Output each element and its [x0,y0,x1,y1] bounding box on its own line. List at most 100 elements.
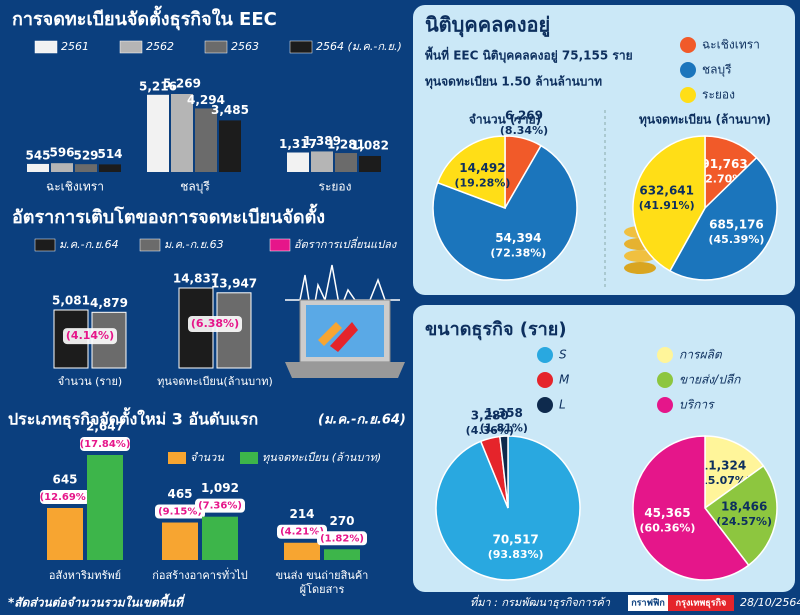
legend-swatch [204,40,228,54]
share-label: (45.39%) [709,233,765,246]
share-label: (15.07%) [695,474,751,487]
share-label: (1.82%) [320,533,364,544]
category-label: ก่อสร้างอาคารทั่วไป [152,567,248,582]
legend-swatch [139,238,161,252]
bar [51,163,73,172]
value-label: 4,879 [90,296,128,310]
value-label: 191,763 [693,157,748,171]
badge [668,595,734,611]
bar [324,549,360,560]
change-label: (6.38%) [191,317,239,330]
section-title: ขนาดธุรกิจ (ราย) [425,319,567,341]
value-label: 3,280 [471,408,509,422]
share-label: (9.15%) [158,507,202,518]
share-label: (1.81%) [480,422,528,435]
pie-slice [668,156,778,281]
pie-slice [436,135,506,210]
value-label: 1,092 [201,481,239,495]
share-box [277,524,327,539]
share-box [155,504,205,519]
value-label: 1,281 [327,138,365,152]
value-label: 14,492 [459,161,505,175]
value-label: 3,485 [211,103,249,117]
share-box [80,437,130,451]
share-label: (19.28%) [455,176,511,189]
legend-label: ระยอง [702,88,735,102]
bar [359,155,381,172]
pie-slice [703,464,778,567]
laptop-illustration [285,264,405,378]
value-label: 685,176 [709,218,764,232]
value-label: 45,365 [644,506,690,520]
bar [284,542,320,560]
value-label: 270 [329,514,354,528]
share-label: (7.36%) [198,501,242,512]
legend-label: 2564 (ม.ค.-ก.ย.) [316,40,402,53]
legend-label: ทุนจดทะเบียน (ล้านบาท) [262,451,381,464]
bar [219,120,241,172]
share-box [317,531,367,546]
pie-slice [632,135,706,272]
share-box [195,498,245,513]
bar [162,522,198,560]
bar [171,94,193,172]
legend-label: ขายส่ง/ปลีก [679,373,741,387]
share-label: (93.83%) [488,548,544,561]
category-label: ฉะเชิงเทรา [46,180,104,194]
value-label: 465 [167,487,192,501]
pie-slice [435,435,581,581]
value-label: 1,389 [303,134,341,148]
value-label: 596 [49,146,74,160]
bar [27,163,49,172]
legend-swatch [289,40,313,54]
bar [335,153,357,172]
value-label: 6,269 [505,109,543,123]
share-label: (17.84%) [80,439,131,450]
legend-swatch [34,40,58,54]
legend-label: 2562 [146,40,174,53]
bar [147,94,169,172]
section-subtitle: (ม.ค.-ก.ย.64) [318,413,406,428]
date: 28/10/2564 [740,596,800,609]
group-label: ทุนจดทะเบียน(ล้านบาท) [157,375,273,388]
legend-swatch [240,452,258,464]
legend-label: ฉะเชิงเทรา [702,38,760,52]
share-label: (24.57%) [716,515,772,528]
value-label: 18,466 [721,499,767,513]
legend-swatch [168,452,186,464]
pie-slice [432,144,578,281]
value-label: 1,358 [485,406,523,420]
share-label: (12.69%) [40,492,91,503]
bar [99,164,121,172]
legend-swatch [34,238,56,252]
legend-label: 2561 [61,40,89,53]
legend-label: ม.ค.-ก.ย.64 [59,238,119,251]
source: ที่มา : กรมพัฒนาธุรกิจการค้า [470,594,611,609]
value-label: 529 [73,149,98,163]
pie-title: จำนวน (ราย) [469,113,541,127]
legend-label: ม.ค.-ก.ย.63 [164,238,224,251]
change-box [188,316,242,332]
legend-marker [537,397,553,413]
category-label: ขนส่ง ขนถ่ายสินค้า [276,569,369,582]
group-label: จำนวน (ราย) [58,375,122,388]
share-box [40,490,90,504]
value-label: 5,216 [139,79,177,93]
share-label: (8.34%) [500,124,548,137]
badge-text: กราฟฟิก [631,598,665,609]
legend-marker [537,347,553,363]
change-label: (4.14%) [66,329,114,342]
legend-label: การผลิต [679,348,723,362]
value-label: 545 [25,148,50,162]
pie-slice [632,435,750,581]
summary-line: ทุนจดทะเบียน 1.50 ล้านล้านบาท [425,75,602,90]
share-label: (4.21%) [280,527,324,538]
share-label: (4.36%) [466,424,514,437]
value-label: 13,947 [211,276,257,290]
footnote: *สัดส่วนต่อจำนวนรวมในเขตพื้นที่ [8,594,186,610]
bar [87,455,123,560]
legend-label: ชลบุรี [702,63,732,78]
legend-label: 2563 [231,40,259,53]
category-label: อสังหาริมทรัพย์ [49,569,121,582]
